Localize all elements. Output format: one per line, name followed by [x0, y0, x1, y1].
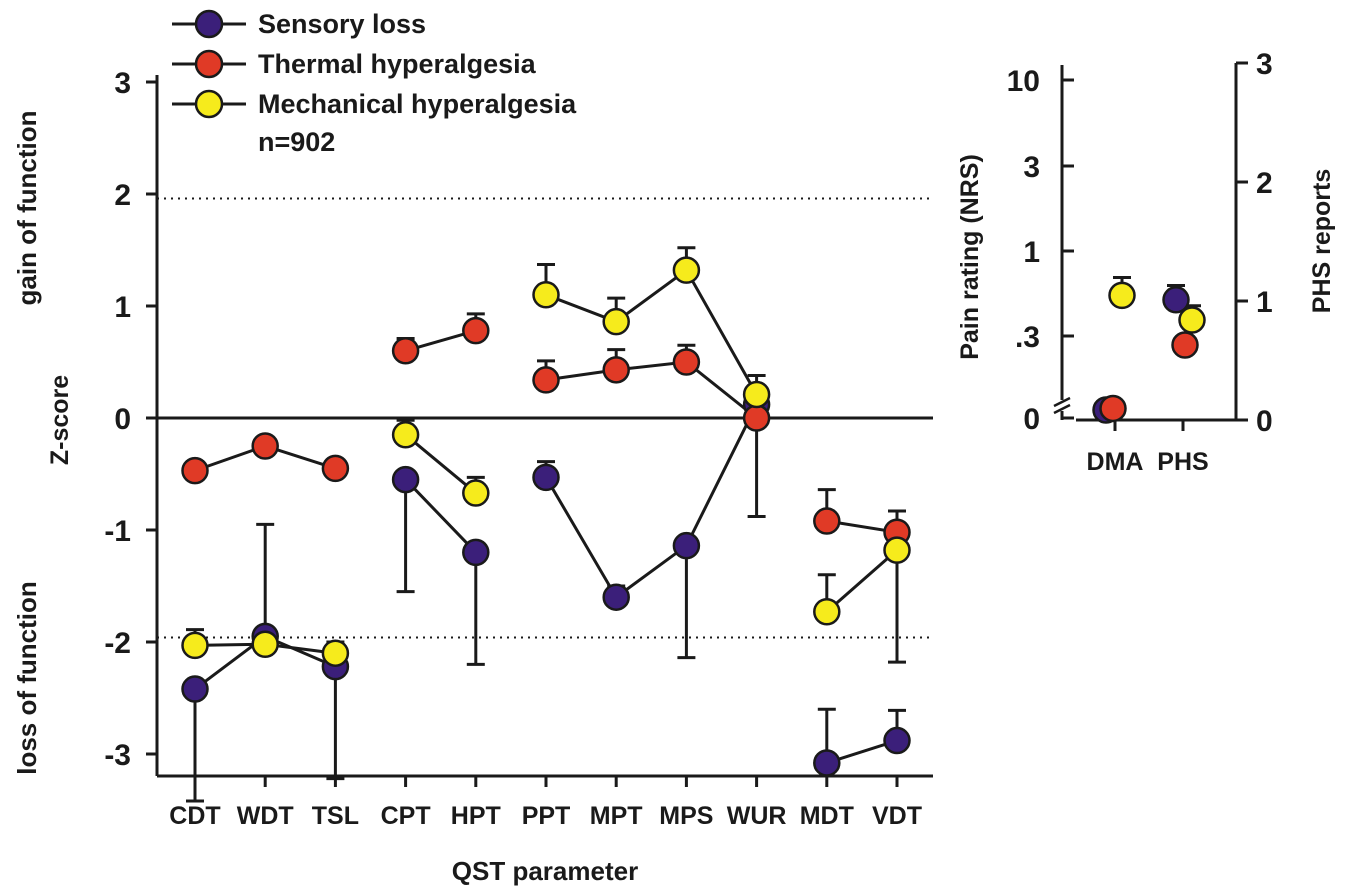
inset-point-mechanical-hyperalgesia-phs: [1178, 306, 1206, 334]
point-mechanical-hyperalgesia-wur: [742, 380, 771, 409]
series-line-thermal-hyperalgesia: [545, 360, 758, 420]
inset-right-tick-label: 2: [1256, 167, 1273, 200]
inset-right-axis-title: PHS reports: [1308, 169, 1336, 313]
series-line-sensory-loss: [544, 403, 758, 600]
point-sensory-loss-vdt: [883, 726, 911, 755]
point-sensory-loss-mpt: [602, 583, 630, 611]
axis-break-mark: [1053, 396, 1071, 408]
main-x-ticks: CDT WDT TSL CPT HPT PPT MPT MPS WUR MDT VDT: [169, 776, 922, 830]
series-line-mechanical-hyperalgesia: [545, 267, 758, 396]
inset-right-tick-label: 1: [1256, 286, 1273, 319]
x-tick-label: MPT: [590, 802, 643, 830]
point-thermal-hyperalgesia-cdt: [181, 456, 209, 485]
point-mechanical-hyperalgesia-vdt: [883, 536, 911, 564]
y-tick-label: 3: [114, 67, 131, 100]
x-tick-label: WUR: [727, 802, 787, 830]
legend-label-sensory-loss: Sensory loss: [258, 9, 426, 39]
inset-left-tick-label: 10: [1007, 65, 1040, 98]
point-mechanical-hyperalgesia-tsl: [321, 639, 350, 667]
point-thermal-hyperalgesia-wdt: [251, 432, 279, 460]
y-tick-label: 1: [114, 291, 131, 324]
x-tick-label: TSL: [312, 802, 359, 830]
point-sensory-loss-mdt: [813, 749, 841, 777]
point-sensory-loss-mps: [672, 531, 701, 560]
loss-of-function-label: loss of function: [12, 581, 42, 775]
y-tick-label: -1: [104, 515, 131, 548]
point-mechanical-hyperalgesia-mdt: [813, 598, 841, 626]
gain-of-function-label: gain of function: [12, 111, 42, 306]
legend-item-sensory-loss: Sensory loss: [172, 9, 426, 39]
error-bars: [186, 246, 906, 803]
legend-item-mechanical-hyperalgesia: Mechanical hyperalgesia: [172, 89, 577, 119]
inset-left-axis-title: Pain rating (NRS): [956, 154, 984, 360]
x-tick-label: CDT: [169, 802, 220, 830]
point-thermal-hyperalgesia-mps: [672, 348, 701, 376]
y-tick-label: -3: [104, 739, 131, 772]
point-thermal-hyperalgesia-wur: [742, 404, 771, 432]
legend-label-thermal-hyperalgesia: Thermal hyperalgesia: [258, 49, 537, 79]
point-mechanical-hyperalgesia-cdt: [181, 631, 209, 660]
point-sensory-loss-cpt: [391, 465, 420, 494]
point-sensory-loss-ppt: [532, 463, 560, 492]
inset-x-ticks: DMA PHS: [1087, 420, 1209, 476]
x-tick-label: VDT: [872, 802, 922, 830]
y-tick-label: 0: [114, 403, 131, 436]
point-thermal-hyperalgesia-cpt: [391, 337, 420, 365]
y-tick-label: 2: [114, 179, 131, 212]
series-line-sensory-loss: [404, 478, 477, 554]
point-mechanical-hyperalgesia-ppt: [532, 281, 560, 309]
inset-x-tick-label: PHS: [1157, 448, 1208, 476]
inset-right-tick-label: 3: [1256, 48, 1273, 81]
inset-left-ticks: 10 3 1 .3 0: [1007, 65, 1074, 436]
inset-left-tick-label: .3: [1015, 321, 1040, 354]
legend-sample-size: n=902: [258, 127, 335, 157]
legend-item-thermal-hyperalgesia: Thermal hyperalgesia: [172, 49, 537, 79]
point-thermal-hyperalgesia-mdt: [813, 507, 841, 535]
x-tick-label: HPT: [451, 802, 501, 830]
x-tick-label: WDT: [237, 802, 294, 830]
point-thermal-hyperalgesia-hpt: [462, 316, 490, 345]
inset-right-ticks: 3 2 1 0: [1236, 48, 1273, 438]
inset-x-tick-label: DMA: [1087, 448, 1144, 476]
x-axis-title: QST parameter: [452, 856, 638, 886]
inset-left-tick-label: 3: [1023, 151, 1040, 184]
point-thermal-hyperalgesia-ppt: [532, 366, 560, 394]
inset-left-tick-label: 1: [1023, 236, 1040, 269]
inset-point-thermal-hyperalgesia-dma: [1099, 394, 1127, 423]
legend-label-mechanical-hyperalgesia: Mechanical hyperalgesia: [258, 89, 577, 119]
point-sensory-loss-cdt: [181, 675, 209, 703]
x-tick-label: MPS: [659, 802, 713, 830]
y-tick-label: -2: [104, 627, 131, 660]
point-thermal-hyperalgesia-mpt: [602, 356, 630, 384]
point-mechanical-hyperalgesia-mps: [672, 256, 701, 284]
point-mechanical-hyperalgesia-wdt: [251, 630, 279, 658]
inset-data-points: [1092, 281, 1206, 424]
axis-break-mark-2: [1053, 403, 1071, 415]
point-mechanical-hyperalgesia-cpt: [391, 421, 420, 449]
inset-point-mechanical-hyperalgesia-dma: [1108, 281, 1136, 310]
point-sensory-loss-hpt: [462, 538, 490, 567]
inset-left-tick-label: 0: [1023, 403, 1040, 436]
inset-right-tick-label: 0: [1256, 405, 1273, 438]
inset-point-thermal-hyperalgesia-phs: [1171, 331, 1199, 359]
y-axis-title: Z-score: [46, 375, 74, 465]
series-line-mechanical-hyperalgesia: [825, 549, 898, 613]
x-tick-label: MDT: [800, 802, 854, 830]
inset-point-sensory-loss-phs: [1162, 286, 1190, 314]
series-lines: [194, 267, 898, 765]
point-mechanical-hyperalgesia-mpt: [602, 307, 630, 336]
main-axes: 3 2 1 0 -1 -2 -3 CDT WDT TSL CPT HPT PPT MPT MPS WUR MD…: [104, 67, 933, 830]
point-thermal-hyperalgesia-tsl: [321, 454, 350, 483]
x-tick-label: CPT: [381, 802, 431, 830]
main-y-ticks: 3 2 1 0 -1 -2 -3: [104, 67, 157, 772]
legend: Sensory loss Thermal hyperalgesia Mechan…: [172, 9, 577, 157]
point-mechanical-hyperalgesia-hpt: [462, 479, 490, 507]
data-points: [181, 256, 911, 777]
series-line-mechanical-hyperalgesia: [404, 433, 477, 495]
x-tick-label: PPT: [522, 802, 571, 830]
